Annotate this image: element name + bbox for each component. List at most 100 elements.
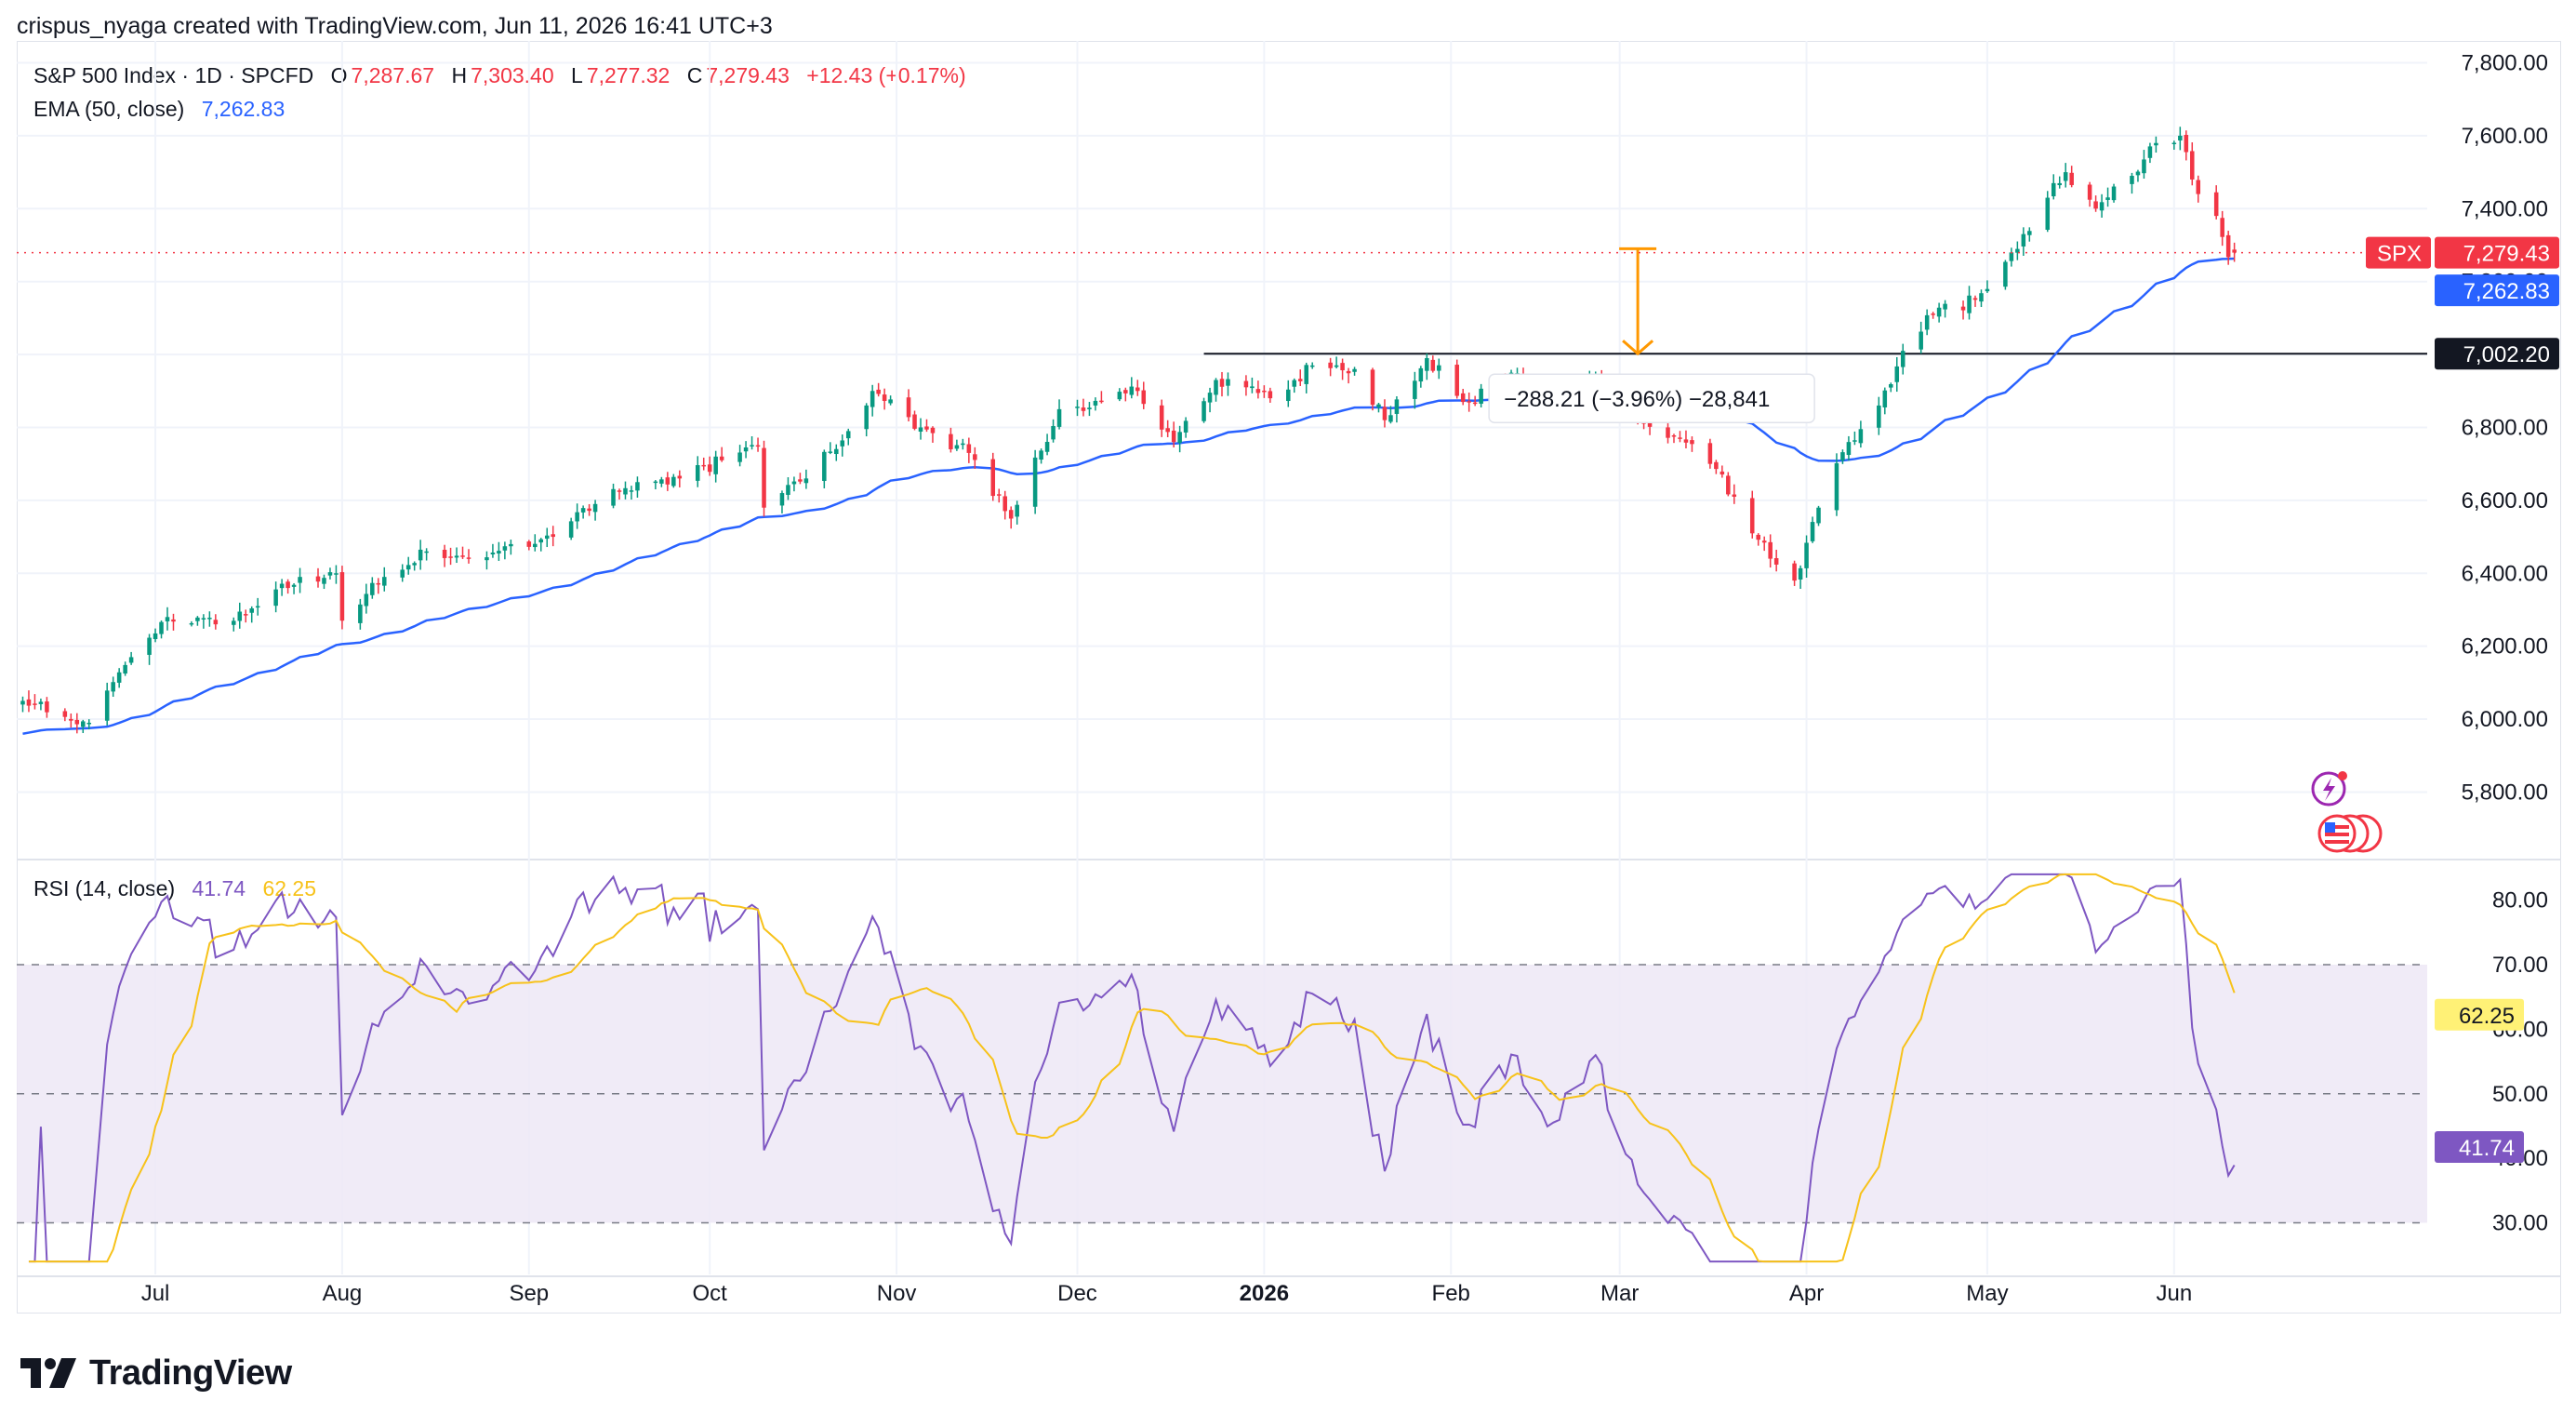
candle [1804, 535, 1809, 579]
candle-body [159, 621, 164, 634]
candle [207, 611, 212, 627]
candle-body [659, 479, 664, 484]
candle [285, 579, 290, 594]
candle-body [755, 445, 761, 447]
candle [973, 447, 977, 469]
candle [961, 438, 965, 450]
candle [2190, 142, 2195, 186]
candle-body [990, 459, 996, 497]
candle [701, 457, 706, 471]
us-economic-events-icon[interactable] [2317, 814, 2383, 853]
candle [490, 543, 496, 558]
candle [1056, 399, 1062, 430]
candle-body [1262, 390, 1267, 393]
candle-body [2184, 135, 2189, 153]
tradingview-logo-icon [20, 1358, 76, 1388]
candle-body [418, 549, 423, 561]
rsi-legend-value: 41.74 [192, 876, 246, 900]
candle-body [1732, 494, 1737, 497]
candle-body [1479, 388, 1483, 404]
legend-low-label: L [571, 63, 583, 87]
candle [1243, 375, 1249, 396]
candle [1286, 380, 1291, 407]
candle [2130, 172, 2134, 194]
candle-body [232, 620, 236, 625]
candle [750, 435, 754, 450]
candle-body [442, 550, 447, 558]
candle [370, 577, 375, 599]
candle-body [1015, 504, 1019, 517]
candle-body [2190, 151, 2195, 180]
candle [243, 609, 248, 623]
candle [845, 428, 851, 446]
candle [592, 500, 598, 521]
candle-body [707, 464, 712, 473]
candle-body [285, 581, 290, 589]
candle [1472, 395, 1478, 407]
candle [653, 479, 658, 490]
candle [1087, 402, 1092, 417]
candle [2105, 187, 2110, 207]
candle [364, 583, 369, 614]
candle-body [671, 476, 676, 487]
candle-body [1087, 407, 1092, 409]
candle [195, 616, 200, 626]
candle-body [273, 589, 278, 607]
candle-body [840, 440, 845, 447]
candle [1430, 355, 1436, 373]
candle-body [249, 608, 254, 613]
candle [38, 698, 44, 711]
candle-body [822, 451, 827, 481]
price-axis-tick: 6,200.00 [2462, 634, 2548, 660]
legend-symbol[interactable]: S&P 500 Index · 1D · SPCFD [33, 63, 314, 87]
candle-body [2142, 159, 2146, 174]
candle-body [930, 427, 936, 433]
candle-body [791, 481, 797, 485]
candle [2178, 127, 2183, 151]
candle [1960, 300, 1966, 320]
candle-body [635, 482, 640, 491]
candle [1967, 286, 1972, 320]
candle [1081, 398, 1086, 417]
candle-body [1683, 439, 1689, 443]
candle-body [575, 512, 579, 522]
time-axis-tick: May [1966, 1281, 2008, 1306]
rsi-legend[interactable]: RSI (14, close) 41.74 62.25 [33, 876, 320, 901]
candle [1015, 500, 1019, 525]
candle [2099, 193, 2105, 218]
candle-body [1773, 558, 1779, 565]
candle [580, 505, 586, 519]
ema-legend[interactable]: EMA (50, close) 7,262.83 [33, 97, 288, 122]
candle-body [1044, 442, 1050, 452]
candle-body [189, 622, 194, 625]
candle-body [111, 682, 115, 692]
candle-body [1858, 429, 1864, 444]
candle-body [665, 477, 671, 485]
candle [1165, 420, 1170, 437]
candle [2196, 175, 2201, 203]
candle-body [1346, 370, 1351, 374]
candle-body [701, 464, 706, 467]
candle [743, 441, 749, 459]
candle-body [918, 427, 923, 432]
axis-layer: 7,800.007,600.007,400.007,200.007,000.00… [141, 51, 2548, 1306]
candle [840, 434, 845, 457]
candle [213, 614, 219, 630]
candle-body [243, 614, 248, 616]
candle [996, 488, 1002, 503]
measure-label-box [1488, 373, 1815, 423]
tradingview-logo[interactable]: TradingView [20, 1351, 292, 1395]
candle-body [2015, 248, 2020, 253]
candle [255, 597, 260, 616]
candle [1051, 419, 1056, 443]
candle-body [1900, 351, 1905, 367]
alert-lightning-icon[interactable] [2311, 771, 2347, 807]
candle [1214, 378, 1218, 402]
candle [339, 566, 345, 630]
candle [1171, 421, 1176, 448]
rsi-ma-tag-bg [2435, 998, 2524, 1031]
candle-body [580, 508, 586, 513]
candle [159, 620, 164, 639]
ema-legend-label: EMA (50, close) [33, 97, 185, 121]
